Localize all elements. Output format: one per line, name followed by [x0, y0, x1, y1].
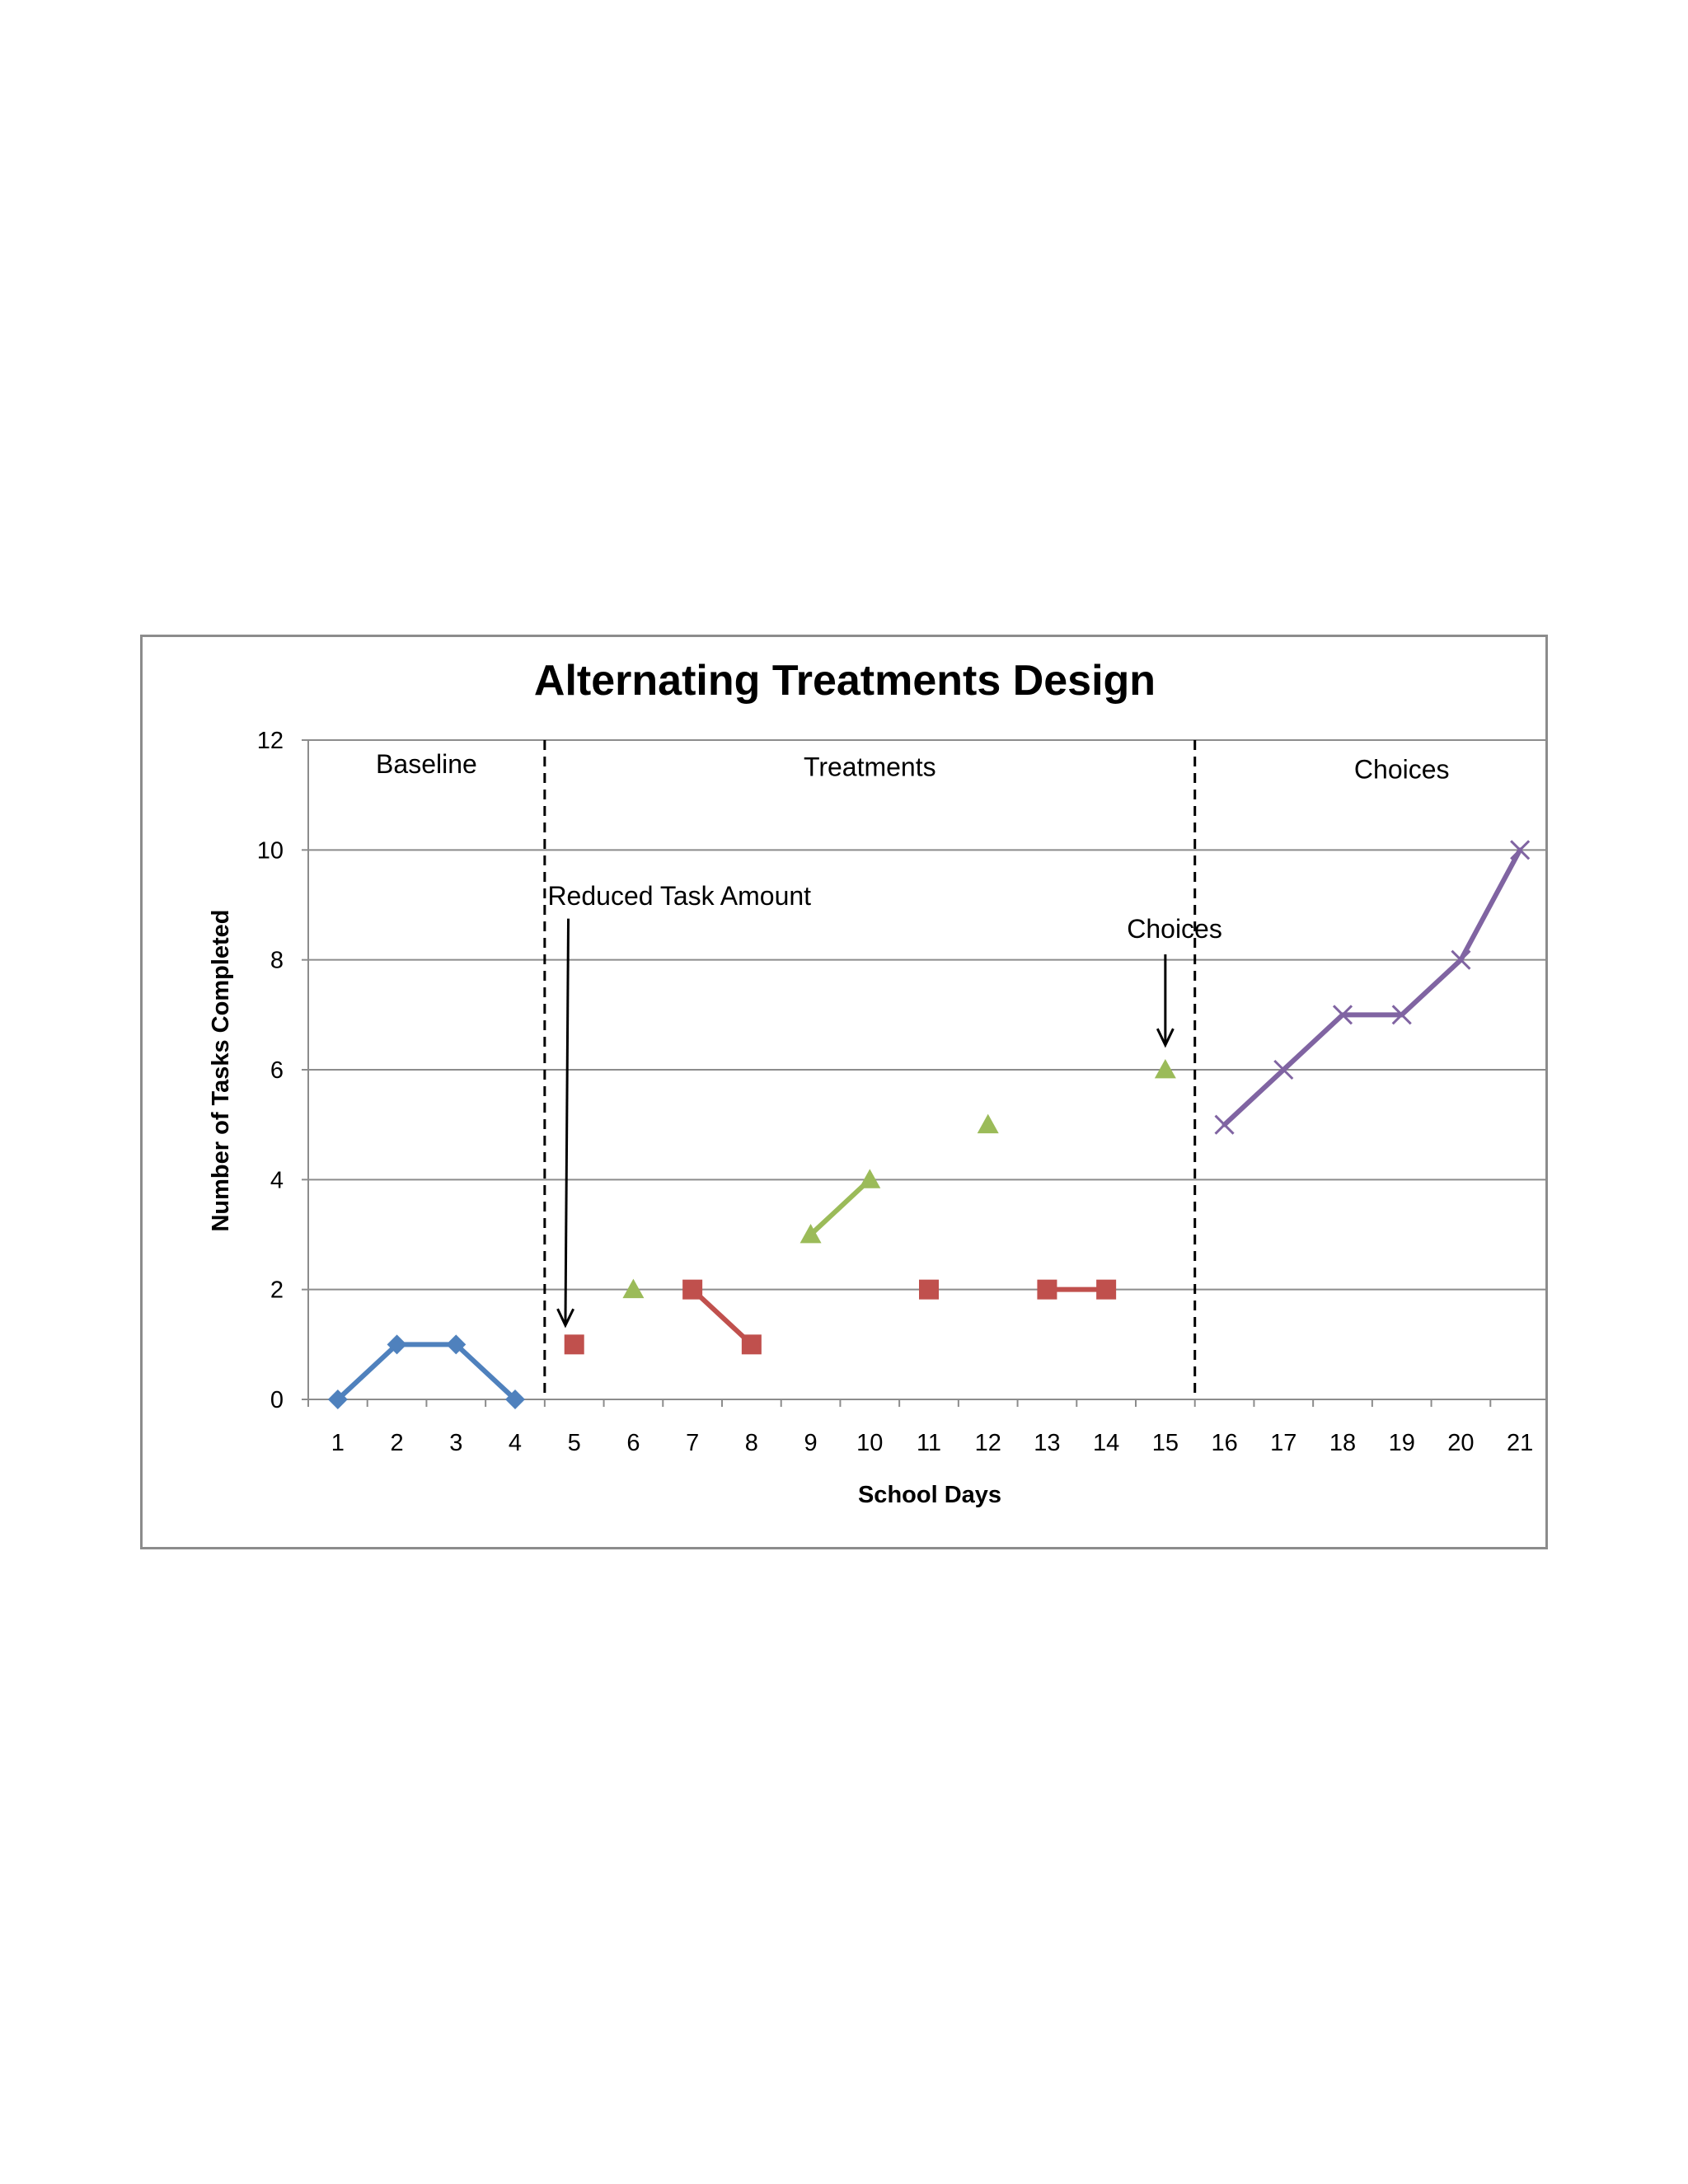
x-tick-label: 21: [1507, 1430, 1533, 1456]
x-tick-label: 2: [391, 1430, 404, 1456]
x-tick-label: 6: [626, 1430, 640, 1456]
annotation-label: Reduced Task Amount: [547, 881, 811, 911]
data-point-x-stroke: [1273, 1059, 1294, 1080]
data-point-x-stroke: [1391, 1005, 1412, 1025]
series-line-segment: [335, 1342, 400, 1402]
x-tick-label: 10: [856, 1430, 883, 1456]
data-point-diamond: [327, 1390, 348, 1409]
y-tick-label: 8: [270, 948, 284, 974]
y-tick-label: 10: [257, 837, 284, 864]
chart-frame: 0 2 4 6 8 10 12 1 2 3 4 5 6 7 8 9 10 11 12 13 14 15 16 17 18 19 20…: [140, 635, 1548, 1549]
data-point-x: [1273, 1059, 1294, 1080]
series-line-segment: [1399, 957, 1464, 1018]
data-point-x: [1214, 1114, 1235, 1135]
x-tick-label: 7: [686, 1430, 699, 1456]
phase-lines: [543, 740, 1197, 1399]
x-tick-label: 14: [1093, 1430, 1119, 1456]
y-tick-label: 6: [270, 1057, 284, 1084]
series-line-segment: [1458, 847, 1523, 963]
data-point-diamond: [387, 1334, 407, 1355]
data-point-x: [1332, 1005, 1353, 1025]
series-line-segment: [453, 1342, 518, 1402]
y-tick-label: 2: [270, 1277, 284, 1304]
y-axis-title: Number of Tasks Completed: [208, 909, 234, 1231]
data-point-triangle: [622, 1278, 645, 1299]
x-tick-label: 1: [331, 1430, 345, 1456]
y-tick-label: 4: [270, 1167, 284, 1193]
series-line-segment: [1281, 1012, 1345, 1072]
x-axis-title: School Days: [858, 1482, 1001, 1508]
data-point-x: [1451, 949, 1471, 970]
x-tick-label: 19: [1389, 1430, 1415, 1456]
phase-label: Treatments: [804, 752, 936, 781]
x-tick-label: 17: [1270, 1430, 1296, 1456]
data-point-diamond: [446, 1334, 467, 1355]
x-tick-label: 18: [1329, 1430, 1356, 1456]
x-tick-label: 11: [917, 1430, 941, 1456]
data-point-square: [741, 1334, 762, 1355]
series-line-segment: [808, 1177, 873, 1237]
data-point-diamond: [505, 1390, 525, 1409]
series-3: [622, 1059, 1176, 1299]
series-2: [564, 1279, 1117, 1355]
data-point-x: [1391, 1005, 1412, 1025]
data-point-triangle: [1154, 1059, 1176, 1079]
chart-title: Alternating Treatments Design: [534, 657, 1156, 705]
annotation-arrow-head: [1156, 1028, 1175, 1048]
series-4: [1214, 840, 1531, 1135]
x-tick-label: 3: [449, 1430, 462, 1456]
data-series: [327, 840, 1531, 1409]
x-tick-label: 5: [568, 1430, 581, 1456]
y-tick-label: 0: [270, 1387, 284, 1413]
y-tick-label: 12: [257, 728, 284, 754]
data-point-x-stroke: [1451, 949, 1471, 970]
data-point-square: [1096, 1279, 1117, 1300]
data-point-square: [564, 1334, 584, 1355]
annotations: Baseline Treatments Choices Reduced Task Am…: [376, 749, 1450, 1329]
data-point-x-stroke: [1332, 1005, 1353, 1025]
data-point-square: [919, 1279, 939, 1300]
series-1: [327, 1334, 525, 1409]
x-tick-label: 20: [1447, 1430, 1474, 1456]
data-point-x-stroke: [1214, 1114, 1235, 1135]
x-tick-label: 8: [745, 1430, 758, 1456]
data-point-x-stroke: [1510, 840, 1531, 860]
annotation-label: Choices: [1127, 914, 1222, 944]
data-point-triangle: [859, 1169, 881, 1188]
data-point-square: [1037, 1279, 1057, 1300]
x-tick-label: 16: [1211, 1430, 1237, 1456]
data-point-square: [682, 1279, 703, 1300]
data-point-triangle: [977, 1113, 999, 1134]
data-point-x: [1510, 840, 1531, 860]
x-tick-label: 13: [1034, 1430, 1060, 1456]
x-tick-label: 15: [1152, 1430, 1179, 1456]
series-line-segment: [1221, 1067, 1287, 1127]
phase-label: Choices: [1354, 755, 1450, 785]
data-point-triangle: [799, 1224, 822, 1244]
x-tick-label: 4: [509, 1430, 522, 1456]
phase-label: Baseline: [376, 749, 477, 779]
annotation-arrow-head: [556, 1308, 575, 1329]
annotation-arrow-shaft: [564, 918, 570, 1326]
x-tick-label: 12: [975, 1430, 1001, 1456]
gridlines: [308, 739, 1545, 1291]
axes: [302, 739, 1545, 1407]
x-tick-label: 9: [804, 1430, 818, 1456]
